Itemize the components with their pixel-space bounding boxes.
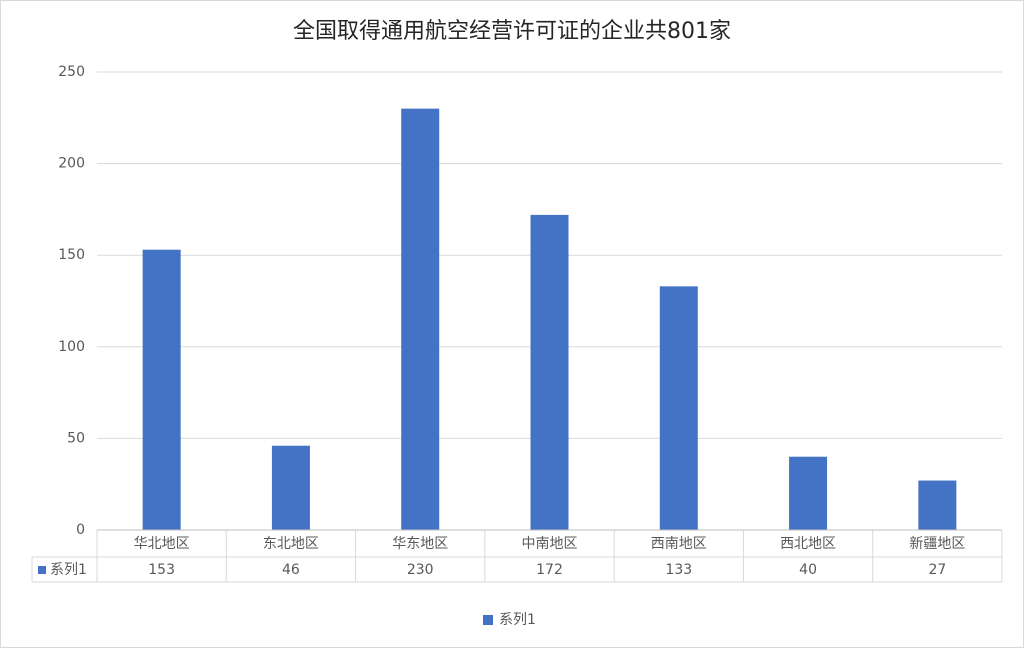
- bar: [918, 480, 957, 530]
- x-tick-label: 新疆地区: [909, 536, 965, 552]
- bar: [659, 286, 698, 530]
- table-legend-key: [38, 566, 46, 574]
- y-tick-label: 0: [76, 522, 85, 538]
- y-tick-label: 100: [58, 339, 85, 355]
- bar: [142, 249, 181, 531]
- table-value: 27: [928, 562, 946, 578]
- y-tick-label: 250: [58, 64, 85, 80]
- table-value: 46: [282, 562, 300, 578]
- x-tick-label: 华北地区: [134, 536, 190, 552]
- y-tick-label: 50: [67, 430, 85, 446]
- chart-title: 全国取得通用航空经营许可证的企业共801家: [293, 19, 731, 44]
- table-value: 133: [665, 562, 692, 578]
- bar: [401, 108, 440, 530]
- x-tick-label: 西北地区: [780, 536, 836, 552]
- table-value: 40: [799, 562, 817, 578]
- x-tick-label: 西南地区: [651, 536, 707, 552]
- legend-label: 系列1: [499, 612, 536, 628]
- table-value: 172: [536, 562, 563, 578]
- bar: [271, 445, 310, 530]
- bar: [789, 456, 828, 530]
- y-tick-label: 200: [58, 156, 85, 172]
- x-tick-label: 东北地区: [263, 536, 319, 552]
- bar: [530, 214, 569, 530]
- x-tick-label: 中南地区: [522, 536, 578, 552]
- x-tick-label: 华东地区: [392, 536, 448, 552]
- legend-key: [483, 615, 493, 625]
- y-tick-label: 150: [58, 247, 85, 263]
- table-value: 230: [407, 562, 434, 578]
- table-series-name: 系列1: [50, 562, 87, 578]
- table-value: 153: [148, 562, 175, 578]
